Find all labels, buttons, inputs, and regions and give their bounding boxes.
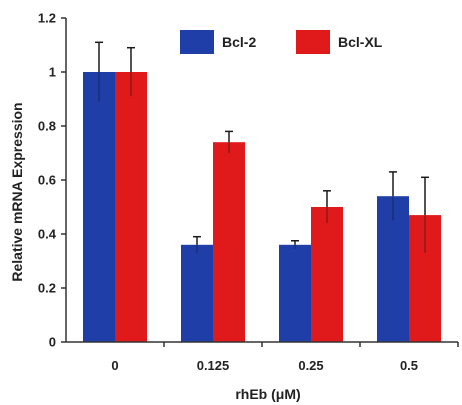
- bar-bcl-xl-0-125: [213, 142, 245, 342]
- legend: Bcl-2 Bcl-XL: [180, 30, 383, 54]
- legend-swatch-bcl-2: [180, 30, 214, 54]
- legend-swatch-bcl-xl: [296, 30, 330, 54]
- x-tick-label: 0.25: [298, 358, 323, 373]
- legend-label-bcl-2: Bcl-2: [222, 34, 256, 50]
- bar-bcl-xl-0: [115, 72, 147, 342]
- bar-bcl-2-0-125: [181, 244, 213, 342]
- x-tick-label: 0.125: [197, 358, 230, 373]
- x-tick-label: 0.5: [400, 358, 418, 373]
- error-bars-layer: [95, 41, 429, 253]
- y-tick-label: 0.8: [38, 119, 56, 134]
- y-tick-label: 0.2: [38, 281, 56, 296]
- bar-bcl-2-0-25: [279, 244, 311, 342]
- y-tick-label: 1.2: [38, 11, 56, 26]
- legend-label-bcl-xl: Bcl-XL: [338, 34, 383, 50]
- bar-bcl-xl-0-25: [311, 207, 343, 342]
- y-tick-label: 0: [49, 335, 56, 350]
- y-axis-label: Relative mRNA Expression: [9, 102, 25, 281]
- x-ticks: 0 0.125 0.25 0.5: [111, 342, 459, 373]
- x-tick-label: 0: [111, 358, 118, 373]
- y-ticks: 0 0.2 0.4 0.6 0.8 1 1.2: [38, 11, 66, 350]
- y-tick-label: 0.4: [38, 227, 57, 242]
- y-tick-label: 1: [49, 65, 56, 80]
- bar-bcl-2-0: [83, 72, 115, 342]
- x-axis-label: rhEb (μM): [235, 386, 300, 402]
- bars-layer: [83, 72, 441, 342]
- y-tick-label: 0.6: [38, 173, 56, 188]
